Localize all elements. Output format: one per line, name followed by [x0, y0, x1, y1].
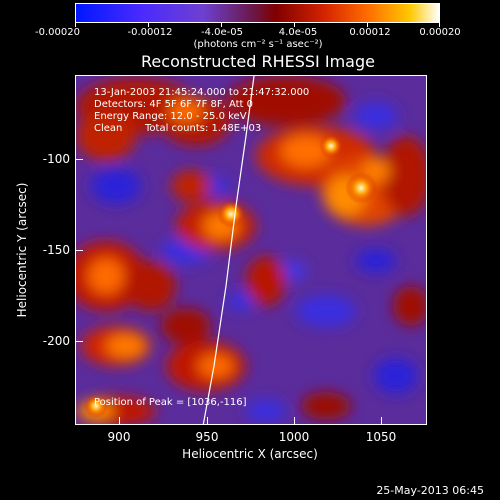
total-counts-text: Total counts: 1.48E+03	[145, 123, 262, 134]
colorbar-tick-label: -4.0e-05	[201, 27, 243, 38]
colorbar-tick	[294, 23, 295, 27]
detectors-text: Detectors: 4F 5F 6F 7F 8F, Att 0	[94, 99, 254, 110]
x-tick-label: 1050	[365, 430, 397, 444]
colorbar-tick	[148, 23, 149, 27]
colorbar-tick-label: -0.00020	[35, 27, 80, 38]
colorbar-tick-label: 0.00012	[349, 27, 391, 38]
energy-range-text: Energy Range: 12.0 - 25.0 keV	[94, 111, 247, 122]
colorbar-units: (photons cm⁻² s⁻¹ asec⁻²)	[193, 39, 323, 50]
colorbar-tick-label: -0.00012	[127, 27, 173, 38]
x-tick-mark	[207, 417, 208, 425]
y-tick-mark	[75, 341, 83, 342]
peak-position-text: Position of Peak = [1036,-116]	[94, 397, 247, 408]
y-tick-mark	[75, 159, 83, 160]
rhessi-image-canvas	[76, 76, 426, 424]
x-tick-mark	[294, 417, 295, 425]
x-tick-label: 1000	[278, 430, 310, 444]
x-tick-mark	[381, 417, 382, 425]
colorbar-tick-label: 0.00020	[419, 27, 461, 38]
x-tick-mark	[119, 417, 120, 425]
footer-timestamp: 25-May-2013 06:45	[376, 484, 484, 497]
y-tick-label: -100	[42, 152, 70, 166]
solar-limb-line	[202, 76, 255, 424]
y-tick-mark	[75, 250, 83, 251]
y-tick-label: -150	[42, 243, 70, 257]
time-range-text: 13-Jan-2003 21:45:24.000 to 21:47:32.000	[94, 87, 310, 98]
colorbar-tick	[367, 23, 368, 27]
x-tick-label: 950	[195, 430, 219, 444]
image-title: Reconstructed RHESSI Image	[141, 52, 375, 71]
rhessi-image	[75, 75, 427, 425]
colorbar-tick	[75, 23, 76, 27]
x-tick-label: 900	[107, 430, 131, 444]
colorbar-tick-label: 4.0e-05	[278, 27, 318, 38]
colorbar-tick	[439, 23, 440, 27]
y-axis-title: Heliocentric Y (arcsec)	[15, 182, 29, 318]
y-tick-label: -200	[42, 334, 70, 348]
colorbar	[75, 3, 440, 23]
algorithm-text: Clean	[94, 123, 123, 134]
colorbar-tick	[221, 23, 222, 27]
x-axis-title: Heliocentric X (arcsec)	[182, 447, 318, 461]
